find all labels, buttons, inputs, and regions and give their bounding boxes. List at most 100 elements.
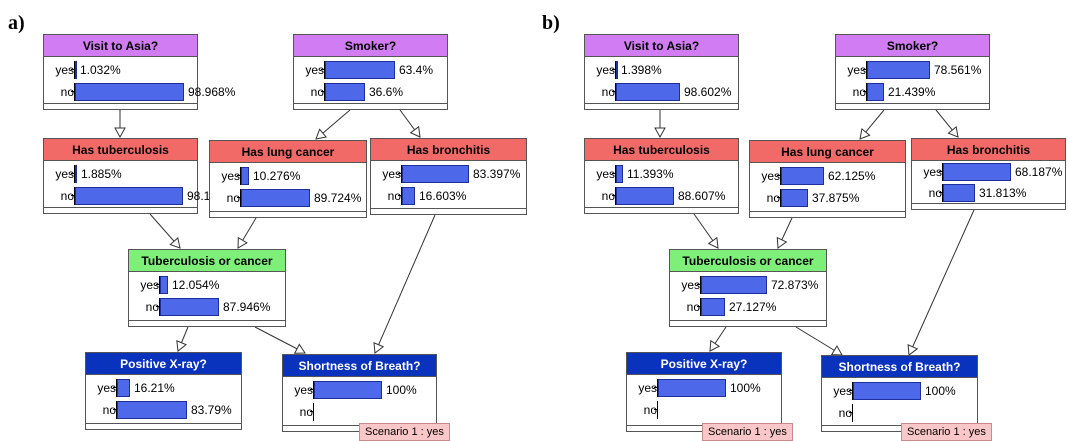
state-tick — [398, 195, 401, 196]
state-tick — [849, 390, 852, 391]
node-footer — [44, 103, 197, 109]
node-has-tuberculosis[interactable]: Has tuberculosis yes 1.885% no 98.115% — [43, 138, 233, 214]
state-row-no: no 21.439% — [836, 81, 989, 103]
probability-text: 83.79% — [191, 403, 232, 417]
state-axis — [615, 187, 616, 205]
probability-text: 100% — [386, 383, 417, 397]
state-label: no — [643, 403, 657, 417]
state-label: no — [601, 189, 615, 203]
state-label: yes — [55, 167, 74, 181]
node-has-bronchitis[interactable]: Has bronchitis yes 68.187% no 31.813% — [911, 138, 1066, 210]
scenario-badge: Scenario 1 : yes — [359, 423, 450, 441]
state-tick — [612, 173, 615, 174]
node-visit-to-asia[interactable]: Visit to Asia? yes 1.032% no 98.968% — [43, 34, 235, 110]
scenario-badge: Scenario 1 : yes — [901, 423, 992, 441]
state-label: no — [299, 405, 313, 419]
probability-text: 36.6% — [369, 85, 404, 99]
state-label: yes — [596, 167, 615, 181]
edge-bronchitis-breath — [907, 209, 975, 356]
node-title: Has lung cancer — [750, 141, 905, 163]
state-row-no: no 27.127% — [670, 296, 826, 318]
state-axis — [852, 382, 853, 400]
node-title: Has tuberculosis — [585, 139, 738, 161]
panel-label: b) — [542, 12, 560, 34]
state-label: yes — [761, 169, 780, 183]
node-smoker[interactable]: Smoker? yes 63.4% no 36.6% — [293, 34, 448, 110]
state-label: no — [601, 85, 615, 99]
state-axis — [780, 167, 781, 185]
state-tick — [156, 284, 159, 285]
state-label: no — [852, 85, 866, 99]
state-row-yes: yes 83.397% — [371, 163, 526, 185]
state-tick — [697, 284, 700, 285]
state-row-no: no 31.813% — [912, 182, 1065, 204]
edge-lungcancer-tbcancer — [237, 217, 257, 249]
state-label: yes — [681, 278, 700, 292]
state-axis — [780, 189, 781, 207]
probability-text: 37.875% — [812, 191, 860, 205]
state-row-no: no 36.6% — [294, 81, 447, 103]
node-has-bronchitis[interactable]: Has bronchitis yes 83.397% no 16.603% — [370, 138, 527, 215]
state-tick — [113, 409, 116, 410]
state-axis — [74, 83, 75, 101]
state-axis — [615, 83, 616, 101]
state-axis — [324, 83, 325, 101]
node-visit-to-asia[interactable]: Visit to Asia? yes 1.398% no 98.602% — [584, 34, 739, 110]
state-label: yes — [294, 383, 313, 397]
state-tick — [777, 175, 780, 176]
probability-text: 78.561% — [934, 63, 982, 77]
probability-text: 98.968% — [188, 85, 236, 99]
node-has-lung-cancer[interactable]: Has lung cancer yes 10.276% no 89.724% — [209, 140, 367, 218]
state-row-yes: yes 1.032% — [44, 59, 197, 81]
state-label: yes — [140, 278, 159, 292]
probability-text: 21.439% — [888, 85, 936, 99]
state-axis — [852, 404, 853, 422]
node-title: Has tuberculosis — [44, 139, 197, 161]
state-tick — [71, 195, 74, 196]
node-shortness-of-breath[interactable]: Shortness of Breath? yes 100% no — [821, 355, 978, 432]
state-row-no: no 98.602% — [585, 81, 738, 103]
node-tuberculosis-or-cancer[interactable]: Tuberculosis or cancer yes 72.873% no 27… — [669, 249, 827, 327]
state-axis — [657, 401, 658, 419]
node-positive-xray[interactable]: Positive X-ray? yes 16.21% no 83.79% — [85, 352, 242, 430]
node-shortness-of-breath[interactable]: Shortness of Breath? yes 100% no — [282, 354, 437, 432]
state-tick — [156, 306, 159, 307]
probability-text: 89.724% — [314, 191, 362, 205]
probability-bar — [325, 83, 365, 101]
probability-bar — [781, 189, 808, 207]
probability-bar — [867, 83, 884, 101]
state-axis — [74, 187, 75, 205]
probability-bar — [943, 163, 1011, 181]
state-label: no — [145, 300, 159, 314]
state-label: no — [60, 85, 74, 99]
node-has-tuberculosis[interactable]: Has tuberculosis yes 11.393% no 88.607% — [584, 138, 739, 214]
network-panel-a: a) Visit to Asia? yes 1.032% no 98.968% — [0, 0, 534, 441]
probability-bar — [402, 165, 469, 183]
probability-bar — [658, 379, 726, 397]
probability-bar — [616, 83, 680, 101]
state-row-yes: yes 63.4% — [294, 59, 447, 81]
probability-bar — [402, 187, 415, 205]
node-smoker[interactable]: Smoker? yes 78.561% no 21.439% — [835, 34, 990, 110]
state-row-no: no 37.875% — [750, 187, 905, 209]
state-tick — [697, 306, 700, 307]
probability-text: 72.873% — [771, 278, 819, 292]
state-label: no — [310, 85, 324, 99]
node-title: Tuberculosis or cancer — [670, 250, 826, 272]
state-label: no — [102, 403, 116, 417]
probability-bar — [616, 165, 623, 183]
state-row-no: no — [627, 399, 781, 421]
node-title: Visit to Asia? — [585, 35, 738, 57]
probability-text: 27.127% — [729, 300, 777, 314]
state-tick — [237, 175, 240, 176]
node-has-lung-cancer[interactable]: Has lung cancer yes 62.125% no 37.875% — [749, 140, 906, 218]
probability-text: 68.187% — [1015, 165, 1063, 179]
probability-bar — [160, 276, 168, 294]
state-row-yes: yes 1.885% — [44, 163, 197, 185]
state-axis — [240, 189, 241, 207]
edge-smoker-lungcancer — [859, 109, 885, 140]
node-positive-xray[interactable]: Positive X-ray? yes 100% no — [626, 352, 782, 432]
state-row-yes: yes 11.393% — [585, 163, 738, 185]
node-tuberculosis-or-cancer[interactable]: Tuberculosis or cancer yes 12.054% no 87… — [128, 249, 286, 327]
node-title: Has bronchitis — [912, 139, 1065, 161]
